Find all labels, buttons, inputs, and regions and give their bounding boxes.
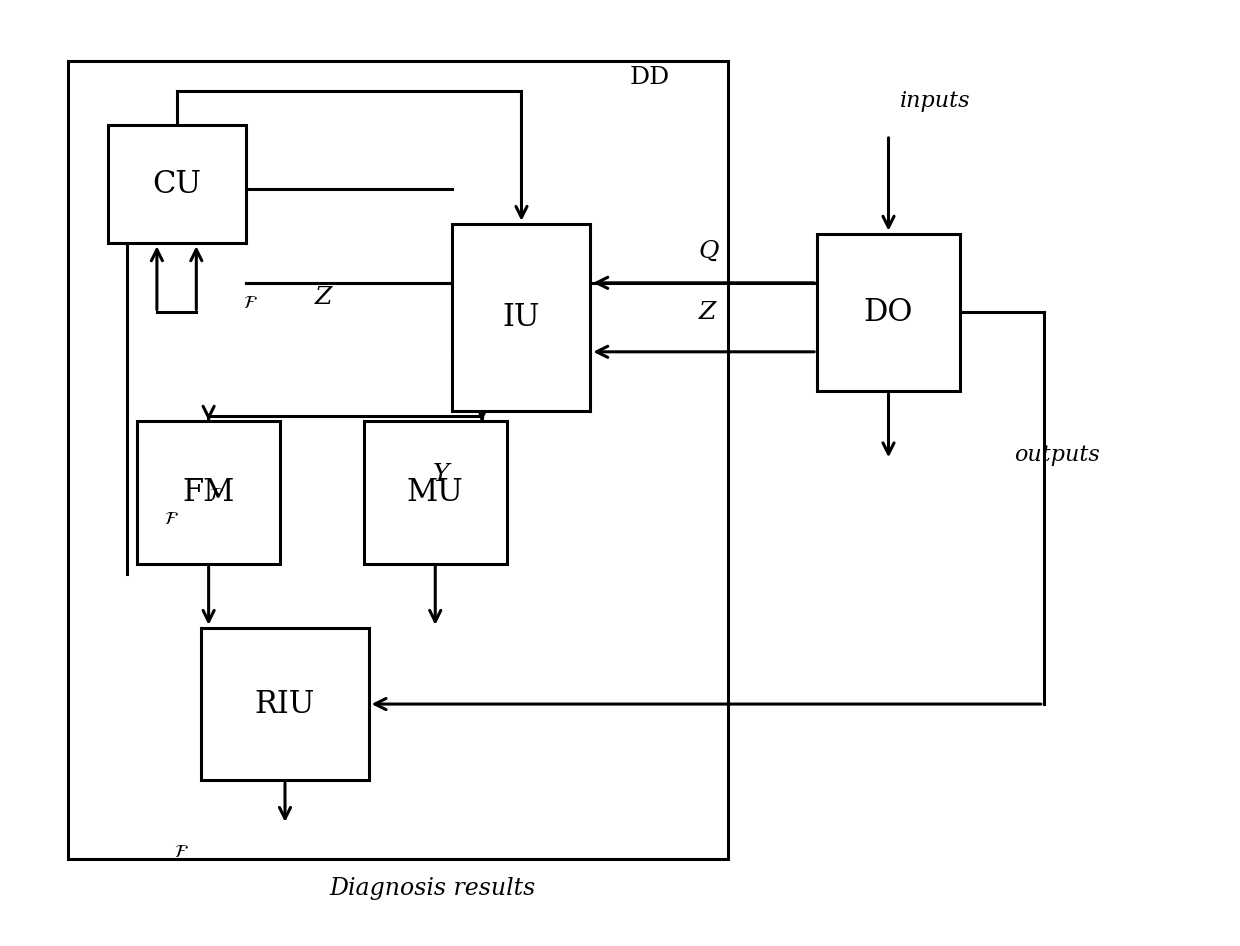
Bar <box>108 125 246 243</box>
Text: Z: Z <box>699 301 717 324</box>
Bar <box>68 61 728 859</box>
Bar <box>453 223 590 411</box>
Text: $\mathcal{F}$: $\mathcal{F}$ <box>243 293 258 311</box>
Bar <box>363 421 507 564</box>
Text: outputs: outputs <box>1014 445 1100 466</box>
Text: DO: DO <box>864 297 913 328</box>
Text: CU: CU <box>153 168 201 200</box>
Text: FM: FM <box>182 477 234 508</box>
Bar <box>817 234 960 392</box>
Text: RIU: RIU <box>254 689 315 720</box>
Text: Diagnosis results: Diagnosis results <box>330 877 536 901</box>
Text: IU: IU <box>502 302 541 333</box>
Bar <box>138 421 280 564</box>
Text: $\mathcal{F}$: $\mathcal{F}$ <box>174 843 188 862</box>
Text: MU: MU <box>407 477 464 508</box>
Text: $\mathcal{F}$: $\mathcal{F}$ <box>164 510 179 528</box>
Text: inputs: inputs <box>900 90 971 112</box>
Text: DD: DD <box>630 66 670 89</box>
Bar <box>201 628 368 780</box>
Text: Z: Z <box>315 286 332 309</box>
Text: Y: Y <box>433 464 449 486</box>
Text: Q: Q <box>699 239 719 263</box>
Text: $\mathcal{F}$: $\mathcal{F}$ <box>208 485 223 503</box>
